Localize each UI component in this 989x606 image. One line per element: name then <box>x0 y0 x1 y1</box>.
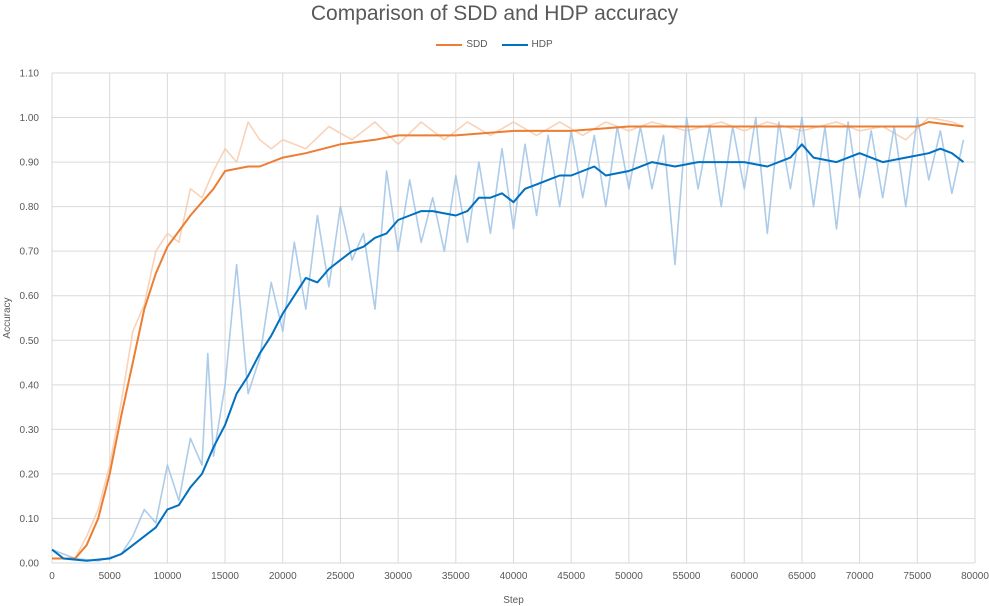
legend: SDD HDP <box>0 39 989 50</box>
x-tick-label: 55000 <box>673 571 701 582</box>
legend-label-hdp: HDP <box>531 39 553 50</box>
x-tick-label: 30000 <box>384 571 412 582</box>
legend-swatch-hdp <box>501 43 528 46</box>
x-tick-label: 20000 <box>269 571 297 582</box>
legend-item-sdd: SDD <box>436 39 488 50</box>
x-tick-label: 25000 <box>327 571 355 582</box>
series-sdd-line <box>52 121 964 560</box>
y-tick-label: 0.70 <box>20 247 40 258</box>
x-tick-label: 45000 <box>557 571 585 582</box>
series-hdp-raw-line <box>51 116 965 562</box>
series-sdd-raw-line <box>52 116 964 560</box>
x-tick-label: 60000 <box>730 571 758 582</box>
chart-title: Comparison of SDD and HDP accuracy <box>310 2 679 25</box>
x-tick-label: 35000 <box>442 571 470 582</box>
x-tick-label: 50000 <box>615 571 643 582</box>
x-tick-label: 65000 <box>788 571 816 582</box>
x-tick-label: 10000 <box>153 571 181 582</box>
x-axis-label: Step <box>503 595 524 606</box>
y-tick-label: 0.20 <box>20 469 40 480</box>
x-tick-label: 40000 <box>500 571 528 582</box>
gridlines <box>51 72 976 564</box>
series-lines <box>51 116 965 562</box>
y-tick-label: 0.40 <box>20 380 40 391</box>
legend-item-hdp: HDP <box>501 39 553 50</box>
legend-swatch-sdd <box>436 43 463 46</box>
y-tick-label: 0.90 <box>20 158 40 169</box>
x-tick-label: 70000 <box>846 571 874 582</box>
x-tick-label: 15000 <box>211 571 239 582</box>
tick-labels: 0.00 0.10 0.20 0.30 0.40 0.50 0.60 0.70 0.80 0.90… <box>20 69 989 583</box>
y-tick-label: 0.10 <box>20 514 40 525</box>
x-tick-label: 80000 <box>961 571 989 582</box>
y-tick-label: 0.60 <box>20 291 40 302</box>
series-hdp-line <box>51 143 965 562</box>
y-tick-label: 0.80 <box>20 202 40 213</box>
y-tick-label: 1.10 <box>20 69 40 80</box>
y-tick-label: 1.00 <box>20 113 40 124</box>
y-tick-label: 0.00 <box>20 559 40 570</box>
y-axis-label: Accuracy <box>2 297 13 338</box>
x-tick-label: 75000 <box>903 571 931 582</box>
y-tick-label: 0.50 <box>20 336 40 347</box>
legend-label-sdd: SDD <box>466 39 488 50</box>
y-tick-label: 0.30 <box>20 425 40 436</box>
x-tick-label: 5000 <box>99 571 122 582</box>
x-tick-label: 0 <box>49 571 55 582</box>
